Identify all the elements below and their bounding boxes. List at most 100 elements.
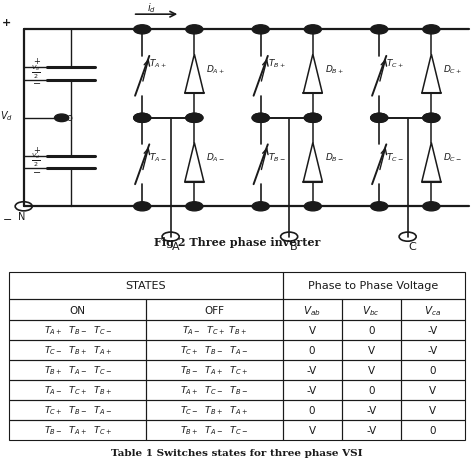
- Text: $T_{B-}$  $T_{A+}$  $T_{C+}$: $T_{B-}$ $T_{A+}$ $T_{C+}$: [180, 364, 248, 377]
- Bar: [283, 340, 342, 360]
- Text: Phase to Phase Voltage: Phase to Phase Voltage: [309, 281, 438, 291]
- Bar: [401, 400, 465, 420]
- Circle shape: [304, 26, 321, 35]
- Bar: [146, 299, 283, 320]
- Circle shape: [134, 114, 151, 123]
- Bar: [401, 360, 465, 380]
- Circle shape: [371, 202, 388, 211]
- Text: $\frac{V_d}{2}$: $\frac{V_d}{2}$: [31, 63, 40, 81]
- Bar: [283, 299, 342, 320]
- Bar: [342, 420, 401, 440]
- Circle shape: [15, 202, 32, 211]
- Text: $T_{B-}$: $T_{B-}$: [268, 151, 285, 164]
- Bar: [401, 420, 465, 440]
- Bar: [283, 272, 465, 299]
- Text: $V_{bc}$: $V_{bc}$: [363, 303, 380, 317]
- Text: $i_d$: $i_d$: [147, 1, 156, 15]
- Text: $T_{A+}$  $T_{C-}$  $T_{B-}$: $T_{A+}$ $T_{C-}$ $T_{B-}$: [180, 384, 248, 397]
- Bar: [401, 299, 465, 320]
- Circle shape: [399, 233, 416, 242]
- Text: $T_{A-}$: $T_{A-}$: [149, 151, 167, 164]
- Bar: [146, 400, 283, 420]
- Circle shape: [304, 202, 321, 211]
- Text: $T_{B-}$  $T_{A+}$  $T_{C+}$: $T_{B-}$ $T_{A+}$ $T_{C+}$: [44, 424, 112, 436]
- Bar: [9, 320, 146, 340]
- Text: $T_{B+}$  $T_{A-}$  $T_{C-}$: $T_{B+}$ $T_{A-}$ $T_{C-}$: [44, 364, 112, 377]
- Bar: [401, 320, 465, 340]
- Text: -V: -V: [428, 345, 438, 355]
- Bar: [146, 380, 283, 400]
- Text: $T_{B+}$  $T_{A-}$  $T_{C-}$: $T_{B+}$ $T_{A-}$ $T_{C-}$: [180, 424, 248, 436]
- Text: 0: 0: [309, 345, 315, 355]
- Text: $D_{C-}$: $D_{C-}$: [443, 151, 462, 164]
- Circle shape: [423, 114, 440, 123]
- Text: N: N: [18, 211, 25, 221]
- Text: $\frac{V_d}{2}$: $\frac{V_d}{2}$: [31, 151, 40, 169]
- Circle shape: [423, 114, 440, 123]
- Text: B: B: [290, 242, 298, 252]
- Text: V: V: [368, 365, 375, 375]
- Text: $D_{B-}$: $D_{B-}$: [325, 151, 344, 164]
- Circle shape: [423, 26, 440, 35]
- Text: ON: ON: [70, 305, 86, 315]
- Bar: [342, 299, 401, 320]
- Circle shape: [134, 202, 151, 211]
- Circle shape: [186, 114, 203, 123]
- Text: $T_{A+}$  $T_{B-}$  $T_{C-}$: $T_{A+}$ $T_{B-}$ $T_{C-}$: [44, 324, 112, 337]
- Text: -V: -V: [307, 365, 317, 375]
- Circle shape: [281, 233, 298, 242]
- Text: STATES: STATES: [126, 281, 166, 291]
- Circle shape: [423, 202, 440, 211]
- Bar: [146, 360, 283, 380]
- Bar: [342, 320, 401, 340]
- Bar: [342, 400, 401, 420]
- Circle shape: [186, 114, 203, 123]
- Circle shape: [252, 26, 269, 35]
- Bar: [146, 340, 283, 360]
- Text: -V: -V: [428, 326, 438, 336]
- Circle shape: [371, 26, 388, 35]
- Bar: [283, 420, 342, 440]
- Bar: [9, 272, 283, 299]
- Text: V: V: [429, 405, 436, 415]
- Circle shape: [134, 114, 151, 123]
- Text: $T_{C-}$: $T_{C-}$: [386, 151, 404, 164]
- Text: 0: 0: [429, 425, 436, 435]
- Text: −: −: [2, 214, 12, 224]
- Text: -V: -V: [366, 425, 376, 435]
- Circle shape: [162, 233, 179, 242]
- Text: Table 1 Switches states for three phase VSI: Table 1 Switches states for three phase …: [111, 448, 363, 457]
- Text: $T_{A+}$: $T_{A+}$: [149, 58, 167, 70]
- Bar: [9, 299, 146, 320]
- Bar: [342, 380, 401, 400]
- Text: $V_d$: $V_d$: [0, 109, 13, 123]
- Bar: [401, 340, 465, 360]
- Circle shape: [371, 114, 388, 123]
- Text: $T_{C-}$  $T_{B+}$  $T_{A+}$: $T_{C-}$ $T_{B+}$ $T_{A+}$: [44, 344, 112, 357]
- Text: V: V: [368, 345, 375, 355]
- Text: A: A: [172, 242, 179, 252]
- Text: 0: 0: [429, 365, 436, 375]
- Circle shape: [252, 114, 269, 123]
- Text: +: +: [2, 18, 12, 28]
- Bar: [283, 320, 342, 340]
- Text: $V_{ab}$: $V_{ab}$: [303, 303, 321, 317]
- Circle shape: [55, 115, 69, 122]
- Text: $D_{A-}$: $D_{A-}$: [206, 151, 225, 164]
- Text: $T_{A-}$  $T_{C+}$ $T_{B+}$: $T_{A-}$ $T_{C+}$ $T_{B+}$: [182, 324, 247, 337]
- Text: o: o: [66, 112, 72, 122]
- Bar: [283, 380, 342, 400]
- Bar: [146, 320, 283, 340]
- Text: −: −: [33, 79, 41, 89]
- Text: 0: 0: [368, 326, 374, 336]
- Bar: [283, 360, 342, 380]
- Text: +: +: [33, 57, 40, 66]
- Circle shape: [304, 114, 321, 123]
- Text: 0: 0: [309, 405, 315, 415]
- Bar: [9, 400, 146, 420]
- Circle shape: [186, 202, 203, 211]
- Bar: [9, 360, 146, 380]
- Circle shape: [252, 202, 269, 211]
- Circle shape: [186, 26, 203, 35]
- Text: $T_{C+}$  $T_{B-}$  $T_{A-}$: $T_{C+}$ $T_{B-}$ $T_{A-}$: [180, 344, 248, 357]
